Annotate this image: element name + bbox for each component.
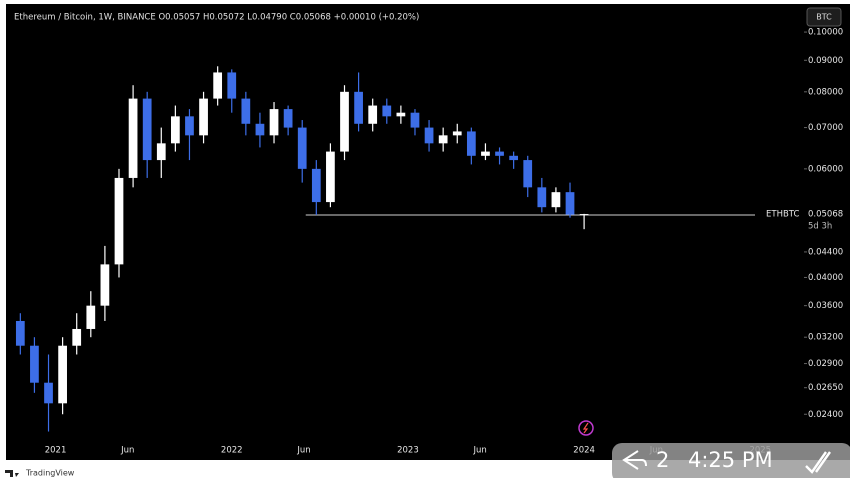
y-tick-label: 0.09000 bbox=[808, 56, 843, 66]
candle-body bbox=[326, 151, 335, 203]
candle-body bbox=[311, 168, 321, 203]
candle-body bbox=[382, 105, 392, 117]
candle-body bbox=[452, 131, 462, 136]
y-tick-label: 0.04400 bbox=[808, 247, 843, 257]
candle-body bbox=[199, 98, 208, 136]
candle-body bbox=[269, 109, 279, 136]
candle-body bbox=[58, 345, 67, 404]
candle-body bbox=[128, 98, 138, 178]
chart-background bbox=[6, 4, 850, 460]
candle-body bbox=[297, 127, 307, 169]
last-price-label: 0.05068 bbox=[808, 210, 843, 220]
candle-body bbox=[72, 328, 82, 346]
candle-body bbox=[368, 105, 378, 124]
candle-body bbox=[495, 151, 504, 156]
x-tick-label: Jun bbox=[296, 446, 310, 456]
y-tick-label: 0.04000 bbox=[808, 273, 843, 283]
currency-button-label[interactable]: BTC bbox=[816, 13, 832, 22]
candle-body bbox=[86, 305, 96, 329]
y-tick-label: 0.07000 bbox=[808, 123, 843, 133]
candle-body bbox=[171, 116, 180, 144]
candle-body bbox=[438, 135, 448, 144]
candle-body bbox=[100, 264, 110, 306]
x-tick-label: 2022 bbox=[221, 446, 243, 456]
candle-body bbox=[551, 192, 561, 208]
candle-body bbox=[114, 177, 124, 265]
candle-body bbox=[185, 116, 194, 136]
overlay-time: 4:25 PM bbox=[688, 448, 773, 472]
y-tick-label: 0.02400 bbox=[808, 410, 843, 420]
candle-body bbox=[30, 345, 39, 383]
candle-body bbox=[466, 131, 476, 156]
candle-body bbox=[354, 91, 363, 124]
countdown: 5d 3h bbox=[808, 222, 832, 232]
candle-body bbox=[15, 320, 25, 346]
candle-body bbox=[255, 123, 265, 136]
candle-body bbox=[156, 143, 166, 161]
candle-body bbox=[340, 91, 349, 152]
candle-body bbox=[227, 72, 237, 99]
candle-body bbox=[579, 214, 589, 216]
y-tick-label: 0.02900 bbox=[808, 359, 843, 369]
y-tick-label: 0.03600 bbox=[808, 301, 843, 311]
candle-body bbox=[481, 151, 490, 156]
tradingview-logo bbox=[5, 470, 19, 477]
candle-body bbox=[142, 98, 152, 161]
plot: 0.02400 0.02650 0.02900 0.03200 0.03600 0.040… bbox=[15, 28, 843, 456]
currency-button[interactable] bbox=[806, 7, 842, 27]
y-tick-label: 0.06000 bbox=[808, 164, 843, 174]
candle-body bbox=[523, 160, 533, 188]
read-ticks bbox=[805, 451, 831, 474]
candle-body bbox=[537, 187, 547, 208]
y-tick-label: 0.02650 bbox=[808, 383, 843, 393]
price-symbol: ETHBTC bbox=[766, 210, 799, 220]
replay-icon bbox=[578, 420, 594, 436]
y-tick-label: 0.03200 bbox=[808, 333, 843, 343]
candle-body bbox=[396, 112, 406, 117]
candle-body bbox=[424, 127, 434, 144]
candle-body bbox=[565, 192, 575, 215]
y-tick-label: 0.10000 bbox=[808, 28, 843, 38]
x-tick-label: 2023 bbox=[397, 446, 419, 456]
x-tick-label: Jun bbox=[120, 446, 134, 456]
candle-body bbox=[241, 98, 251, 124]
candle-body bbox=[213, 72, 223, 99]
message-overlay bbox=[612, 443, 850, 482]
reply-icon[interactable] bbox=[622, 450, 647, 470]
candle-body bbox=[283, 109, 293, 128]
x-tick-label: 2024 bbox=[573, 446, 595, 456]
candle-body bbox=[44, 382, 53, 404]
x-tick-label: Jun bbox=[473, 446, 487, 456]
chart-header: Ethereum / Bitcoin, 1W, BINANCE O0.05057… bbox=[14, 13, 419, 23]
footer-bar bbox=[0, 462, 610, 478]
candle-body bbox=[509, 155, 519, 161]
x-tick-label: 2021 bbox=[45, 446, 67, 456]
y-tick-label: 0.08000 bbox=[808, 87, 843, 97]
candle-body bbox=[410, 112, 420, 128]
overlay-count: 2 bbox=[656, 448, 669, 472]
footer-brand: TradingView bbox=[25, 469, 75, 478]
